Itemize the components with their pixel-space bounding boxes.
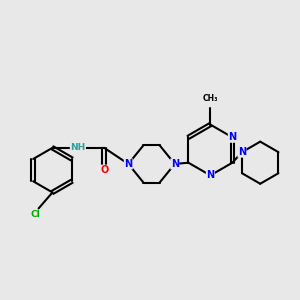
Text: N: N — [171, 159, 179, 169]
Text: N: N — [124, 159, 132, 169]
Text: N: N — [228, 132, 236, 142]
Text: N: N — [238, 147, 246, 157]
Text: CH₃: CH₃ — [202, 94, 218, 103]
Text: N: N — [206, 170, 214, 180]
Text: O: O — [100, 165, 108, 175]
Text: NH: NH — [70, 143, 85, 152]
Text: Cl: Cl — [31, 210, 40, 219]
